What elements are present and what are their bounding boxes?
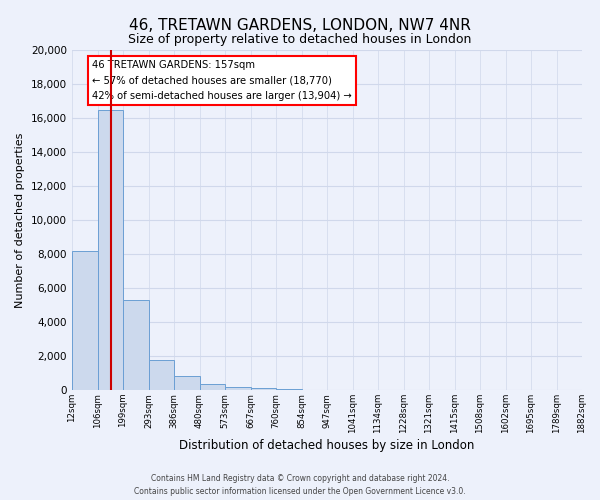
Bar <box>251 388 276 390</box>
Text: 46 TRETAWN GARDENS: 157sqm
← 57% of detached houses are smaller (18,770)
42% of : 46 TRETAWN GARDENS: 157sqm ← 57% of deta… <box>92 60 352 102</box>
Y-axis label: Number of detached properties: Number of detached properties <box>16 132 25 308</box>
X-axis label: Distribution of detached houses by size in London: Distribution of detached houses by size … <box>179 438 475 452</box>
Bar <box>225 388 251 390</box>
Bar <box>174 376 199 390</box>
Bar <box>72 252 97 390</box>
Bar <box>149 360 174 390</box>
Text: Contains HM Land Registry data © Crown copyright and database right 2024.
Contai: Contains HM Land Registry data © Crown c… <box>134 474 466 496</box>
Bar <box>97 110 123 390</box>
Bar <box>123 300 149 390</box>
Text: Size of property relative to detached houses in London: Size of property relative to detached ho… <box>128 32 472 46</box>
Bar <box>199 384 225 390</box>
Text: 46, TRETAWN GARDENS, LONDON, NW7 4NR: 46, TRETAWN GARDENS, LONDON, NW7 4NR <box>129 18 471 32</box>
Bar <box>276 389 302 390</box>
